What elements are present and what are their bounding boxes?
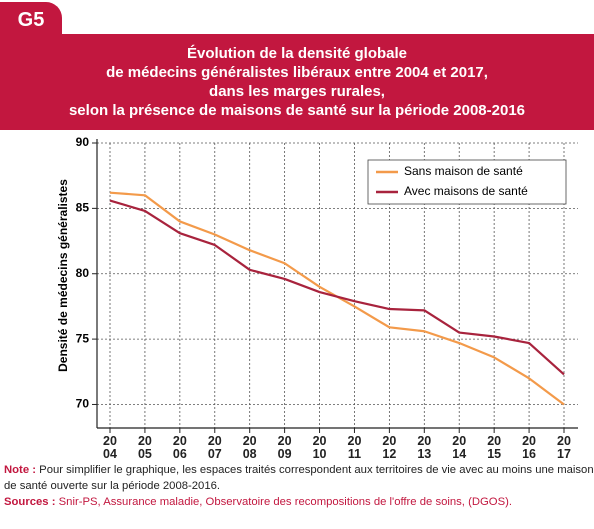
title-line: selon la présence de maisons de santé su… bbox=[68, 102, 526, 119]
title-line: Évolution de la densité globale bbox=[186, 45, 408, 62]
legend: Sans maison de santé Avec maisons de sant… bbox=[367, 159, 567, 205]
notes: Note : Pour simplifier le graphique, les… bbox=[4, 462, 594, 510]
legend-box bbox=[367, 159, 567, 205]
x-tick-label: 2010 bbox=[312, 434, 327, 461]
y-tick-label: 90 bbox=[76, 135, 90, 149]
series-line bbox=[109, 199, 565, 376]
x-tick-label: 2006 bbox=[172, 434, 187, 461]
series-line bbox=[109, 191, 565, 406]
note-text: Pour simplifier le graphique, les espace… bbox=[4, 464, 594, 492]
y-tick-label: 85 bbox=[76, 201, 90, 215]
legend-label: Sans maison de santé bbox=[404, 164, 523, 178]
x-tick-label: 2014 bbox=[452, 434, 467, 461]
x-tick-label: 2009 bbox=[277, 434, 292, 461]
x-tick-label: 2012 bbox=[382, 434, 397, 461]
y-tick-label: 75 bbox=[76, 331, 90, 345]
sources-label: Sources : bbox=[4, 496, 56, 508]
y-tick-label: 80 bbox=[76, 266, 90, 280]
title-box: Évolution de la densité globale de médeci… bbox=[0, 34, 594, 130]
x-tick-label: 2016 bbox=[522, 434, 537, 461]
x-tick-label: 2004 bbox=[103, 434, 117, 461]
legend-label: Avec maisons de santé bbox=[404, 184, 528, 198]
x-tick-label: 2007 bbox=[207, 434, 222, 461]
sources-text: Snir-PS, Assurance maladie, Observatoire… bbox=[58, 496, 513, 508]
note: Note : Pour simplifier le graphique, les… bbox=[4, 462, 594, 494]
x-tick-label: 2017 bbox=[557, 434, 571, 461]
x-tick-label: 2008 bbox=[242, 434, 257, 461]
x-tick-label: 2015 bbox=[487, 434, 502, 461]
x-tick-label: 2005 bbox=[137, 434, 152, 461]
y-axis-label: Densité de médecins généralistes bbox=[56, 179, 70, 372]
title-line: de médecins généralistes libéraux entre … bbox=[106, 64, 488, 81]
y-tick-label: 70 bbox=[76, 397, 90, 411]
x-tick-label: 2011 bbox=[347, 434, 362, 461]
title-line: dans les marges rurales, bbox=[209, 83, 385, 100]
sources: Sources : Snir-PS, Assurance maladie, Ob… bbox=[4, 494, 594, 510]
note-label: Note : bbox=[4, 464, 37, 476]
x-tick-label: 2013 bbox=[417, 434, 432, 461]
figure-tab: G5 bbox=[0, 2, 62, 36]
